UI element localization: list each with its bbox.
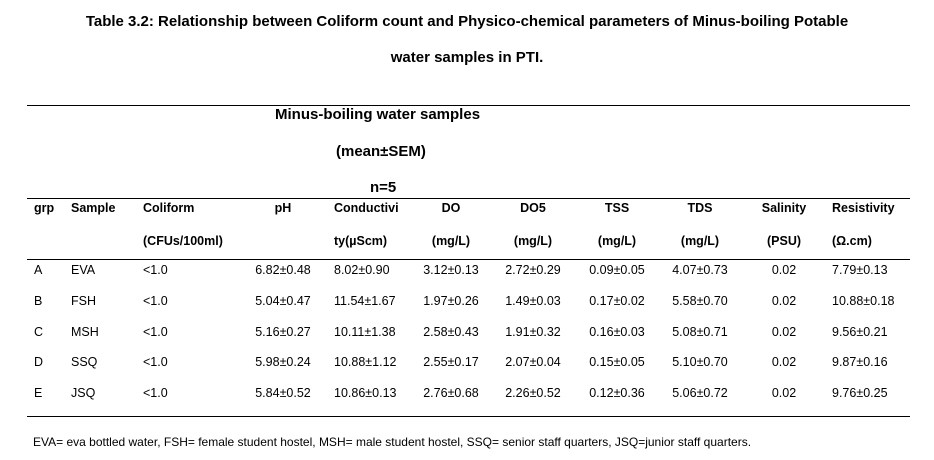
cell-conductivity: 10.11±1.38: [334, 325, 396, 339]
cell-tss: 0.15±0.05: [589, 355, 645, 369]
column-header-do-line2: (mg/L): [431, 234, 471, 248]
column-header-ph-line1: pH: [274, 201, 292, 215]
column-header-coliform-line1: Coliform: [143, 201, 195, 215]
cell-salinity: 0.02: [771, 325, 797, 339]
cell-ph: 5.04±0.47: [255, 294, 311, 308]
column-header-salinity-line2: (PSU): [766, 234, 802, 248]
cell-tss: 0.16±0.03: [589, 325, 645, 339]
column-header-grp-line1: grp: [34, 201, 55, 215]
cell-resistivity: 9.87±0.16: [832, 355, 888, 369]
cell-resistivity: 9.56±0.21: [832, 325, 888, 339]
column-header-conductivity-line1: Conductivi: [334, 201, 399, 215]
cell-tds: 5.58±0.70: [672, 294, 728, 308]
cell-conductivity: 10.86±0.13: [334, 386, 397, 400]
cell-ph: 5.84±0.52: [255, 386, 311, 400]
cell-do: 2.58±0.43: [423, 325, 479, 339]
cell-conductivity: 11.54±1.67: [334, 294, 396, 308]
cell-do5: 1.91±0.32: [505, 325, 561, 339]
column-header-do-line1: DO: [441, 201, 461, 215]
cell-conductivity: 10.88±1.12: [334, 355, 397, 369]
cell-grp: D: [34, 355, 44, 369]
cell-do: 2.76±0.68: [423, 386, 479, 400]
cell-do: 1.97±0.26: [423, 294, 479, 308]
cell-salinity: 0.02: [771, 294, 797, 308]
group-label-mean-sem: (mean±SEM): [336, 143, 426, 160]
table-title-line-2: water samples in PTI.: [390, 49, 544, 66]
cell-coliform: <1.0: [143, 294, 168, 308]
cell-grp: B: [34, 294, 43, 308]
cell-salinity: 0.02: [771, 263, 797, 277]
cell-sample: JSQ: [71, 386, 96, 400]
cell-sample: FSH: [71, 294, 96, 308]
cell-do5: 2.72±0.29: [505, 263, 561, 277]
cell-grp: E: [34, 386, 43, 400]
cell-sample: SSQ: [71, 355, 98, 369]
group-label-samples: Minus-boiling water samples: [275, 106, 481, 123]
column-header-sample-line1: Sample: [71, 201, 116, 215]
column-header-tds-line1: TDS: [687, 201, 713, 215]
table-footnote: EVA= eva bottled water, FSH= female stud…: [33, 435, 752, 449]
cell-conductivity: 8.02±0.90: [334, 263, 390, 277]
cell-salinity: 0.02: [771, 386, 797, 400]
cell-ph: 5.98±0.24: [255, 355, 311, 369]
header-rule: [27, 198, 910, 199]
column-header-coliform-line2: (CFUs/100ml): [143, 234, 223, 248]
table-title-line-1: Table 3.2: Relationship between Coliform…: [85, 13, 849, 30]
column-header-do5-line1: DO5: [520, 201, 546, 215]
cell-coliform: <1.0: [143, 263, 168, 277]
cell-resistivity: 9.76±0.25: [832, 386, 888, 400]
cell-tds: 5.10±0.70: [672, 355, 728, 369]
cell-tds: 5.08±0.71: [672, 325, 728, 339]
cell-salinity: 0.02: [771, 355, 797, 369]
cell-tss: 0.17±0.02: [589, 294, 645, 308]
group-label-n: n=5: [370, 179, 397, 196]
column-header-tss-line2: (mg/L): [597, 234, 637, 248]
column-header-do5-line2: (mg/L): [513, 234, 553, 248]
cell-do: 3.12±0.13: [423, 263, 479, 277]
cell-do5: 1.49±0.03: [505, 294, 561, 308]
cell-resistivity: 10.88±0.18: [832, 294, 895, 308]
cell-sample: EVA: [71, 263, 96, 277]
body-rule: [27, 259, 910, 260]
cell-do5: 2.26±0.52: [505, 386, 561, 400]
cell-grp: A: [34, 263, 43, 277]
cell-tss: 0.12±0.36: [589, 386, 645, 400]
cell-ph: 5.16±0.27: [255, 325, 311, 339]
cell-sample: MSH: [71, 325, 99, 339]
cell-coliform: <1.0: [143, 355, 168, 369]
column-header-conductivity-line2: ty(µScm): [334, 234, 388, 248]
cell-do: 2.55±0.17: [423, 355, 479, 369]
top-rule: [27, 105, 910, 106]
cell-coliform: <1.0: [143, 325, 168, 339]
cell-tds: 4.07±0.73: [672, 263, 728, 277]
cell-tss: 0.09±0.05: [589, 263, 645, 277]
column-header-resistivity-line2: (Ω.cm): [832, 234, 872, 248]
column-header-tss-line1: TSS: [604, 201, 630, 215]
column-header-resistivity-line1: Resistivity: [832, 201, 895, 215]
cell-do5: 2.07±0.04: [505, 355, 561, 369]
bottom-rule: [27, 416, 910, 417]
column-header-tds-line2: (mg/L): [680, 234, 720, 248]
cell-coliform: <1.0: [143, 386, 168, 400]
cell-tds: 5.06±0.72: [672, 386, 728, 400]
cell-ph: 6.82±0.48: [255, 263, 311, 277]
column-header-salinity-line1: Salinity: [761, 201, 807, 215]
cell-resistivity: 7.79±0.13: [832, 263, 888, 277]
cell-grp: C: [34, 325, 44, 339]
